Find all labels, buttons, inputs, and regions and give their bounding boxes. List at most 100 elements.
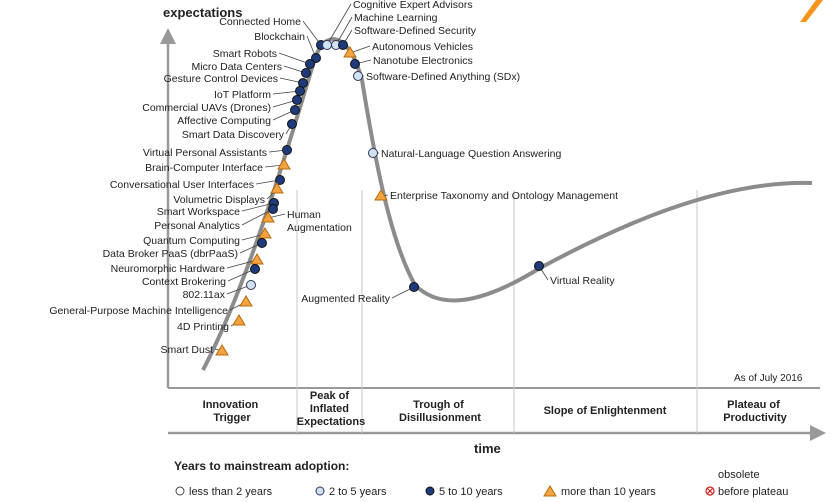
leader-smart-workspace xyxy=(241,202,275,212)
marker-augmented-reality xyxy=(409,282,419,292)
marker-volumetric-displays xyxy=(270,182,284,194)
hype-curve xyxy=(201,37,813,371)
label-general-purpose-machine-intelligence: General-Purpose Machine Intelligence xyxy=(49,305,228,317)
label-autonomous-vehicles: Autonomous Vehicles xyxy=(372,41,473,53)
phase-labels: Innovation Trigger Peak of Inflated Expe… xyxy=(203,390,788,428)
label-virtual-personal-assistants: Virtual Personal Assistants xyxy=(143,147,267,159)
marker-natural-language-question-answering xyxy=(368,148,378,158)
label-quantum-computing: Quantum Computing xyxy=(143,235,240,247)
label-commercial-uavs-drones: Commercial UAVs (Drones) xyxy=(142,102,271,114)
phase-label-line: Inflated xyxy=(310,403,349,415)
marker-neuromorphic-hardware xyxy=(250,253,264,265)
label-iot-platform: IoT Platform xyxy=(214,89,271,101)
legend-obsolete-note: obsolete xyxy=(718,469,760,481)
label-cognitive-expert-advisors: Cognitive Expert Advisors xyxy=(353,0,473,11)
corner-accent xyxy=(800,0,823,22)
leader-neuromorphic-hardware xyxy=(226,259,258,269)
legend-marker-gt10 xyxy=(543,485,557,497)
leader-machine-learning xyxy=(335,16,353,46)
phase-label-line: Peak of xyxy=(310,390,349,402)
phase-label-line: Trigger xyxy=(213,412,251,424)
marker-iot-platform xyxy=(295,86,305,96)
as-of-date: As of July 2016 xyxy=(734,373,803,384)
label-volumetric-displays: Volumetric Displays xyxy=(173,194,265,206)
phase-label-line: Plateau of xyxy=(727,399,780,411)
technology-labels: Connected Home Blockchain Smart RobotsMicr… xyxy=(49,0,618,356)
phase-dividers xyxy=(296,190,698,433)
label-smart-workspace: Smart Workspace xyxy=(157,206,240,218)
label-connected-home: Connected Home xyxy=(219,16,301,28)
legend-label-lt2: less than 2 years xyxy=(189,486,273,498)
label-software-defined-security: Software-Defined Security xyxy=(354,25,477,37)
marker-brain-computer-interface xyxy=(277,158,291,170)
label-data-broker-paas-dbrpaas: Data Broker PaaS (dbrPaaS) xyxy=(103,248,238,260)
leader-smart-robots xyxy=(278,52,311,65)
label-brain-computer-interface: Brain-Computer Interface xyxy=(145,162,263,174)
phase-peak: Peak of Inflated Expectations xyxy=(297,390,365,428)
label-802-11ax: 802.11ax xyxy=(183,289,226,301)
label-virtual-reality: Virtual Reality xyxy=(550,275,615,287)
legend-label-gt10: more than 10 years xyxy=(561,486,656,498)
label-nanotube-electronics: Nanotube Electronics xyxy=(373,55,473,67)
legend-marker-5-10 xyxy=(425,486,435,496)
y-axis-label: expectations xyxy=(163,5,242,20)
axes xyxy=(160,28,826,441)
legend-label-5-10: 5 to 10 years xyxy=(439,486,503,498)
label-software-defined-anything-sdx: Software-Defined Anything (SDx) xyxy=(366,71,520,83)
leader-cognitive-expert-advisors xyxy=(326,3,352,46)
marker-affective-computing xyxy=(290,105,300,115)
label-personal-analytics: Personal Analytics xyxy=(154,220,240,232)
phase-innovation-trigger: Innovation Trigger xyxy=(203,399,262,424)
legend-label-obsolete: before plateau xyxy=(718,486,788,498)
marker-conversational-user-interfaces xyxy=(275,175,285,185)
marker-virtual-personal-assistants xyxy=(282,145,292,155)
marker-smart-dust xyxy=(215,344,229,356)
legend-title: Years to mainstream adoption: xyxy=(174,459,349,473)
label-smart-robots: Smart Robots xyxy=(213,48,277,60)
marker-smart-robots xyxy=(305,59,315,69)
label-gesture-control-devices: Gesture Control Devices xyxy=(164,73,278,85)
label-enterprise-taxonomy-and-ontology-management: Enterprise Taxonomy and Ontology Managem… xyxy=(390,190,618,202)
marker-nanotube-electronics xyxy=(350,59,360,69)
label-natural-language-question-answering: Natural-Language Question Answering xyxy=(381,148,562,160)
marker-human-augmentation xyxy=(261,211,275,223)
marker-802-11ax xyxy=(246,280,256,290)
marker-personal-analytics xyxy=(268,204,278,214)
marker-micro-data-centers xyxy=(301,68,311,78)
marker-data-broker-paas-dbrpaas xyxy=(257,238,267,248)
phase-trough: Trough of Disillusionment xyxy=(399,399,481,424)
label-conversational-user-interfaces: Conversational User Interfaces xyxy=(110,179,254,191)
phase-label-line: Expectations xyxy=(297,416,365,428)
label-smart-dust: Smart Dust xyxy=(160,344,213,356)
label-human-augmentation: Human Augmentation xyxy=(287,209,352,234)
phase-label-line: Trough of xyxy=(413,399,464,411)
technology-markers xyxy=(215,40,544,356)
marker-blockchain xyxy=(311,53,321,63)
legend-label-2-5: 2 to 5 years xyxy=(329,486,387,498)
marker-autonomous-vehicles xyxy=(343,46,357,58)
marker-commercial-uavs-drones xyxy=(292,95,302,105)
label-augmented-reality: Augmented Reality xyxy=(301,293,390,305)
legend: Years to mainstream adoption: obsolete l… xyxy=(174,459,788,498)
label-affective-computing: Affective Computing xyxy=(177,115,271,127)
label-4d-printing: 4D Printing xyxy=(177,321,229,333)
marker-general-purpose-machine-intelligence xyxy=(239,295,253,307)
label-neuromorphic-hardware: Neuromorphic Hardware xyxy=(111,263,226,275)
marker-4d-printing xyxy=(232,314,246,326)
phase-plateau: Plateau of Productivity xyxy=(723,399,787,424)
label-blockchain: Blockchain xyxy=(254,31,305,43)
phase-label-line: Productivity xyxy=(723,412,787,424)
marker-quantum-computing xyxy=(258,227,272,239)
legend-marker-2-5 xyxy=(315,486,325,496)
phase-slope: Slope of Enlightenment xyxy=(544,405,667,417)
marker-enterprise-taxonomy-and-ontology-management xyxy=(374,189,388,201)
marker-cognitive-expert-advisors xyxy=(322,40,332,50)
label-machine-learning: Machine Learning xyxy=(354,12,438,24)
marker-software-defined-anything-sdx xyxy=(353,71,363,81)
marker-smart-data-discovery xyxy=(287,119,297,129)
phase-label-line: Innovation xyxy=(203,399,259,411)
label-context-brokering: Context Brokering xyxy=(142,276,226,288)
phase-label-line: Disillusionment xyxy=(399,412,481,424)
marker-virtual-reality xyxy=(534,261,544,271)
